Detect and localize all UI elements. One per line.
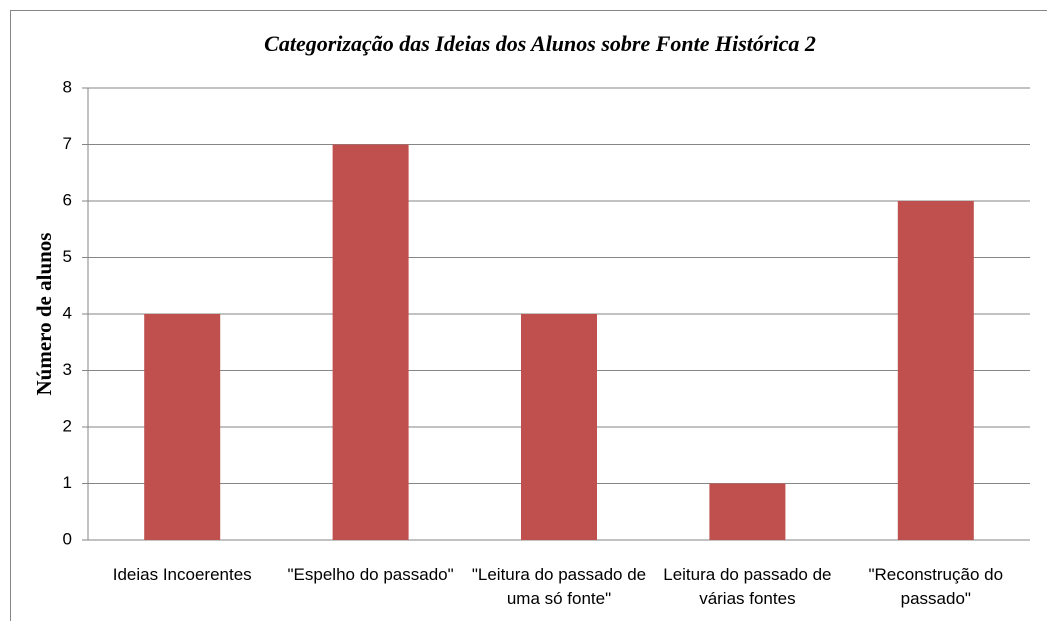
y-axis-label: Número de alunos — [32, 233, 56, 396]
x-tick-label: "Reconstrução do passado" — [868, 565, 1004, 608]
x-tick-label: "Espelho do passado" — [287, 565, 454, 584]
y-tick-label: 7 — [63, 134, 72, 153]
y-tick-label: 6 — [63, 190, 72, 209]
y-tick-label: 0 — [63, 529, 72, 548]
bar — [332, 144, 409, 540]
bar — [144, 314, 221, 540]
y-tick-label: 4 — [63, 303, 72, 322]
y-tick-label: 2 — [63, 416, 72, 435]
x-tick-label: Ideias Incoerentes — [112, 565, 252, 584]
y-tick-label: 5 — [63, 247, 72, 266]
y-tick-label: 8 — [63, 77, 72, 96]
chart-title: Categorização das Ideias dos Alunos sobr… — [264, 31, 816, 56]
y-tick-label: 1 — [63, 473, 72, 492]
bar — [897, 201, 974, 540]
chart-border — [10, 10, 1047, 621]
bar — [521, 314, 597, 540]
bar — [709, 483, 786, 540]
x-tick-label: "Leitura do passado de uma só fonte" — [471, 565, 647, 608]
y-tick-label: 3 — [63, 360, 72, 379]
x-tick-label: Leitura do passado de várias fontes — [663, 565, 832, 608]
